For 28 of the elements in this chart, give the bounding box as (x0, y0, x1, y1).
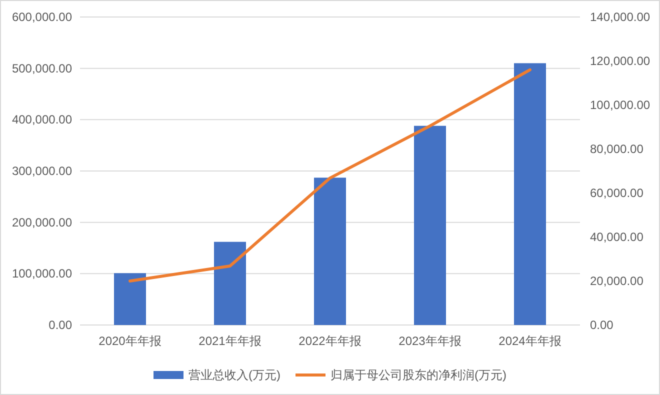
y2-tick-label: 140,000.00 (590, 10, 650, 24)
y2-tick-label: 100,000.00 (590, 98, 650, 112)
x-tick-label: 2022年年报 (298, 334, 362, 348)
y-tick-label: 300,000.00 (12, 164, 72, 178)
legend-label: 归属于母公司股东的净利润(万元) (330, 368, 506, 382)
x-tick-label: 2023年年报 (398, 334, 462, 348)
bar (314, 178, 346, 325)
bar (514, 63, 546, 325)
bar (214, 242, 246, 325)
line-series (128, 68, 532, 282)
y-tick-label: 600,000.00 (12, 10, 72, 24)
y2-tick-label: 0.00 (590, 318, 614, 332)
y-tick-label: 500,000.00 (12, 61, 72, 76)
legend-label: 营业总收入(万元) (188, 368, 280, 382)
y2-tick-label: 80,000.00 (590, 142, 644, 156)
x-tick-label: 2021年年报 (198, 334, 262, 348)
x-tick-label: 2020年年报 (98, 334, 162, 348)
y-tick-label: 400,000.00 (12, 112, 72, 127)
y2-tick-label: 20,000.00 (590, 274, 644, 288)
bar (414, 126, 446, 325)
bar (114, 273, 146, 325)
y2-tick-label: 120,000.00 (590, 54, 650, 68)
y-tick-label: 100,000.00 (12, 266, 72, 281)
y-tick-label: 0.00 (48, 318, 72, 332)
x-tick-label: 2024年年报 (498, 334, 562, 348)
y2-tick-label: 40,000.00 (590, 230, 644, 244)
y-tick-label: 200,000.00 (12, 215, 72, 230)
y2-tick-label: 60,000.00 (590, 186, 644, 200)
